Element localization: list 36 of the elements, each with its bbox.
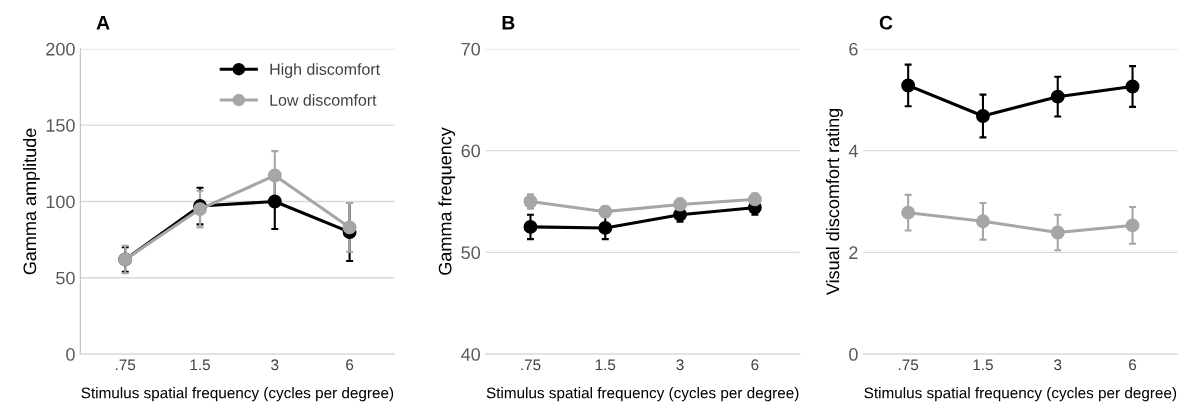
- y-tick-label: 70: [461, 42, 481, 56]
- chart-title: A: [96, 16, 110, 30]
- chart-title: B: [502, 16, 515, 30]
- y-tick-label: 0: [66, 348, 75, 361]
- chart-title: C: [879, 15, 893, 30]
- x-tick-label: 1.5: [595, 359, 616, 371]
- legend-label: Low discomfort: [270, 94, 377, 106]
- y-axis-title: Gamma frequency: [438, 127, 456, 275]
- x-tick-label: 3: [676, 359, 684, 371]
- y-tick-label: 6: [849, 42, 858, 56]
- x-tick-label: .75: [898, 359, 919, 371]
- y-axis-title: Gamma amplitude: [22, 128, 40, 275]
- y-tick-label: 50: [56, 271, 75, 285]
- x-tick-label: 6: [1129, 359, 1137, 371]
- x-axis-title: Stimulus spatial frequency (cycles per degree): [81, 387, 394, 402]
- y-tick-label: 40: [461, 348, 481, 361]
- x-axis-title: Stimulus spatial frequency (cycles per degree): [486, 387, 799, 402]
- y-axis-title: Visual discomfort rating: [825, 108, 843, 296]
- y-tick-label: 150: [46, 119, 75, 132]
- x-tick-label: 3: [1054, 359, 1062, 371]
- x-tick-label: 6: [751, 359, 759, 371]
- y-tick-label: 4: [848, 144, 858, 158]
- x-tick-label: .75: [521, 359, 541, 371]
- y-tick-label: 100: [46, 195, 75, 209]
- y-tick-label: 200: [46, 42, 75, 56]
- x-tick-label: 1.5: [973, 359, 993, 371]
- x-tick-label: 6: [346, 359, 354, 371]
- x-axis-title: Stimulus spatial frequency (cycles per degree): [864, 387, 1177, 402]
- x-tick-label: .75: [115, 359, 136, 371]
- x-tick-label: 1.5: [190, 359, 210, 371]
- y-tick-label: 0: [849, 348, 858, 361]
- y-tick-label: 50: [461, 246, 481, 260]
- legend-label: High discomfort: [270, 63, 380, 79]
- y-tick-label: 60: [461, 144, 481, 158]
- y-tick-label: 2: [849, 246, 858, 259]
- x-tick-label: 3: [271, 359, 279, 371]
